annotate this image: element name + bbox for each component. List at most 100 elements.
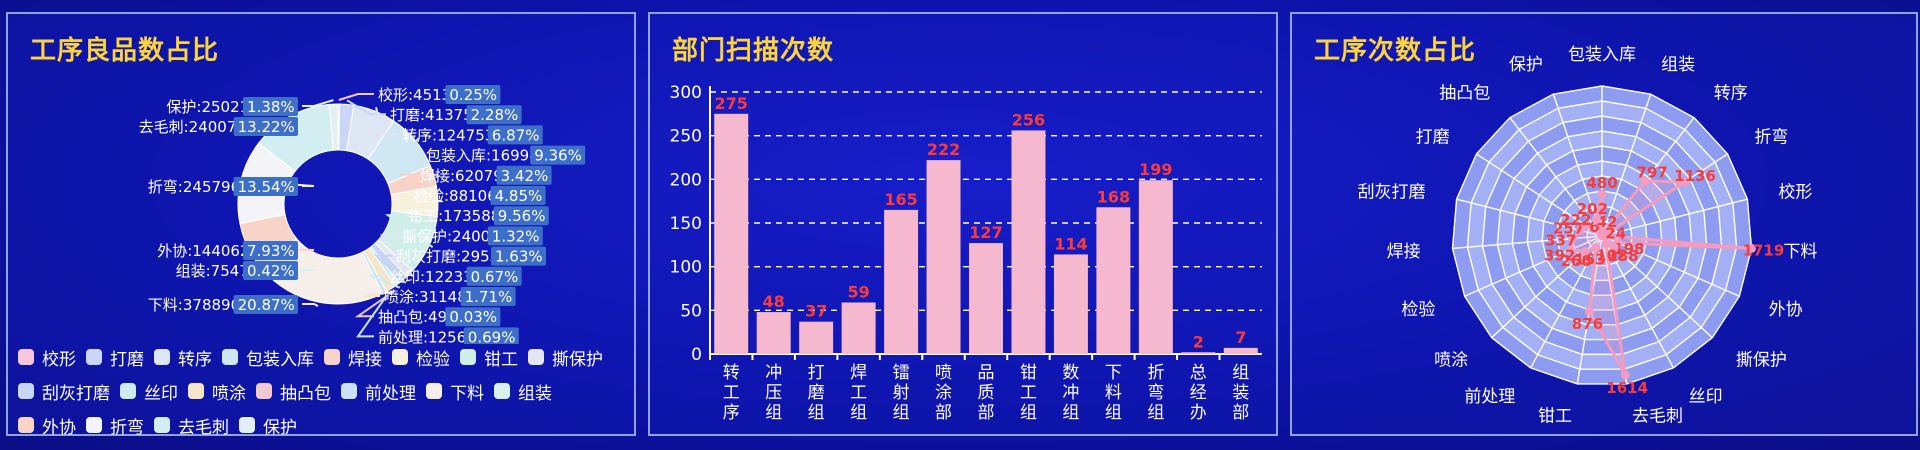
x-tick-label: 焊 <box>850 363 867 383</box>
legend-label: 外协 <box>42 417 76 438</box>
bar <box>1138 180 1173 354</box>
slice-percent: 20.87% <box>238 296 295 314</box>
slice-label: 折弯:245796 <box>148 178 240 196</box>
x-tick-label: 序 <box>723 403 740 423</box>
percent-badge <box>463 327 519 344</box>
slice-label: 丝印:12233 <box>390 268 473 286</box>
legend-label: 丝印 <box>144 383 178 404</box>
x-tick-label: 数 <box>1062 363 1079 383</box>
radar-value-label: 797 <box>1636 164 1667 182</box>
legend-label: 校形 <box>42 349 76 370</box>
dept-scan-panel: 部门扫描次数 0 50 100 150 200 250 300 275 转工序 48 冲压组 37 打磨… <box>648 12 1278 436</box>
legend-swatch <box>494 383 510 399</box>
radar-axis-label: 撕保护 <box>1736 350 1787 370</box>
radar-axis-label: 钳工 <box>1538 407 1572 427</box>
legend-item[interactable]: 钳工 <box>460 346 518 370</box>
legend-label: 喷涂 <box>212 383 246 404</box>
legend-item[interactable]: 外协 <box>18 414 76 438</box>
legend-label: 撕保护 <box>552 349 603 370</box>
legend-item[interactable]: 刮灰打磨 <box>18 380 110 404</box>
legend-item[interactable]: 组装 <box>494 380 552 404</box>
percent-badge <box>243 261 298 280</box>
x-tick-label: 工 <box>723 383 740 403</box>
legend-swatch <box>392 349 408 365</box>
label-leader-line <box>375 106 398 136</box>
legend-item[interactable]: 前处理 <box>341 380 416 404</box>
slice-label: 前处理:12568 <box>378 328 476 344</box>
slice-percent: 0.25% <box>449 86 497 104</box>
bar <box>926 160 961 354</box>
legend-item[interactable]: 喷涂 <box>188 380 246 404</box>
slice-label: 组装:7547 <box>176 262 249 280</box>
bar-value-label: 222 <box>927 140 960 159</box>
x-tick-label: 压 <box>765 383 782 403</box>
y-tick-label: 50 <box>680 301 702 321</box>
legend-item[interactable]: 转序 <box>154 346 212 370</box>
legend-swatch <box>239 417 255 433</box>
legend-swatch <box>341 383 357 399</box>
bar <box>1011 130 1046 354</box>
legend-item[interactable]: 撕保护 <box>528 346 603 370</box>
percent-badge <box>487 226 543 246</box>
slice-label: 校形:4513 <box>378 86 451 104</box>
radar-spoke <box>1509 117 1603 237</box>
x-tick-label: 质 <box>978 383 995 403</box>
slice-label: 焊接:62079 <box>420 167 503 185</box>
x-tick-label: 办 <box>1190 403 1207 423</box>
slice-percent: 13.22% <box>238 118 295 136</box>
slice-percent: 1.38% <box>247 98 295 116</box>
legend-item[interactable]: 焊接 <box>324 346 382 370</box>
radar-value-label: 257 <box>1553 220 1584 238</box>
x-tick-label: 打 <box>808 363 825 383</box>
slice-label: 撕保护:24001 <box>402 227 500 245</box>
legend-item[interactable]: 折弯 <box>86 414 144 438</box>
legend-item[interactable]: 检验 <box>392 346 450 370</box>
radar-axis-label: 下料 <box>1783 242 1817 262</box>
legend-label: 钳工 <box>484 349 518 370</box>
percent-badge <box>490 186 546 205</box>
label-leader-line <box>338 93 374 101</box>
x-tick-label: 冲 <box>1062 383 1079 403</box>
slice-percent: 9.36% <box>534 147 582 165</box>
bar-value-label: 168 <box>1097 187 1130 206</box>
legend-item[interactable]: 保护 <box>239 414 297 438</box>
legend-swatch <box>154 349 170 365</box>
radar-axis-label: 刮灰打磨 <box>1358 182 1426 202</box>
legend-item[interactable]: 校形 <box>18 346 76 370</box>
x-tick-label: 部 <box>935 403 952 423</box>
legend-item[interactable]: 下料 <box>426 380 484 404</box>
x-tick-label: 部 <box>978 403 995 423</box>
slice-label: 下料:378890 <box>148 296 240 314</box>
radar-point <box>1640 176 1650 186</box>
slice-label: 喷涂:31148 <box>384 288 467 306</box>
legend-label: 刮灰打磨 <box>42 383 110 404</box>
label-leader-line <box>369 274 401 289</box>
label-leader-line <box>403 137 422 156</box>
legend-item[interactable]: 去毛刺 <box>154 414 229 438</box>
radar-value-label: 102 <box>1596 246 1627 264</box>
x-tick-label: 经 <box>1190 383 1207 403</box>
x-tick-label: 组 <box>850 403 867 423</box>
x-tick-label: 折 <box>1147 363 1164 383</box>
y-tick-label: 150 <box>670 214 702 234</box>
legend-item[interactable]: 打磨 <box>86 346 144 370</box>
slice-percent: 6.87% <box>492 126 540 144</box>
legend-item[interactable]: 包装入库 <box>222 346 314 370</box>
slice-percent: 0.42% <box>247 262 295 280</box>
percent-badge <box>487 125 543 145</box>
percent-badge <box>530 145 586 165</box>
slice-percent: 1.63% <box>495 248 543 266</box>
bar <box>1053 254 1088 354</box>
slice-percent: 4.85% <box>495 187 543 205</box>
radar-point <box>1597 231 1607 241</box>
bar-value-label: 59 <box>847 282 869 301</box>
slice-label: 抽凸包:497 <box>378 308 457 326</box>
radar-value-label: 202 <box>1577 200 1608 218</box>
x-tick-label: 工 <box>1020 383 1037 403</box>
bar <box>1096 207 1131 354</box>
y-tick-label: 250 <box>670 127 702 147</box>
legend-swatch <box>18 383 34 399</box>
legend-item[interactable]: 抽凸包 <box>256 380 331 404</box>
legend-item[interactable]: 丝印 <box>120 380 178 404</box>
radar-axis-label: 折弯 <box>1754 127 1788 147</box>
